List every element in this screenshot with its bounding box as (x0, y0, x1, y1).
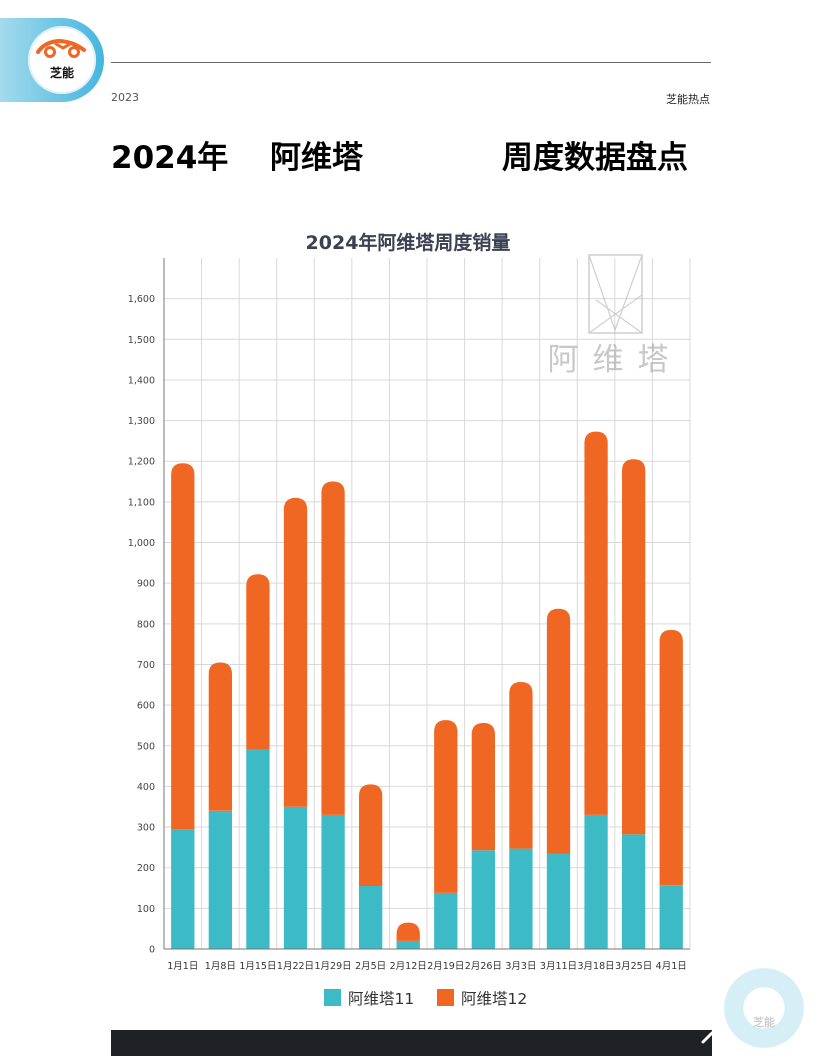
x-tick-label: 3月18日 (578, 961, 615, 972)
bar-series2-7 (396, 922, 420, 941)
bar-series1-4 (283, 806, 308, 949)
bar-series1-1 (171, 829, 195, 949)
bar-series2-5 (321, 481, 345, 815)
x-tick-label: 1月8日 (205, 961, 236, 972)
bar-series1-11 (546, 853, 571, 949)
bar-series2-12 (584, 431, 608, 815)
corner-arrow-icon (701, 1031, 723, 1044)
bar-series2-9 (471, 723, 496, 851)
y-tick-label: 1,300 (128, 416, 155, 427)
y-tick-label: 900 (137, 579, 155, 590)
bar-series2-14 (659, 629, 683, 886)
chart-bars (171, 431, 683, 949)
watermark-lines (588, 254, 643, 334)
bar-series1-2 (208, 810, 233, 949)
bar-series1-8 (434, 892, 458, 949)
corner-brand-watermark: 芝能 (724, 968, 804, 1048)
legend-label-1: 阿维塔11 (348, 990, 414, 1008)
y-tick-label: 800 (137, 619, 155, 630)
watermark-frame (588, 254, 643, 334)
bar-series1-12 (584, 814, 608, 949)
bar-series2-13 (621, 459, 646, 835)
y-tick-label: 1,200 (128, 457, 155, 468)
legend-label-2: 阿维塔12 (461, 990, 527, 1008)
legend: 阿维塔11 阿维塔12 (324, 989, 527, 1008)
legend-swatch-1 (324, 989, 341, 1006)
bar-series2-2 (208, 662, 233, 811)
legend-swatch-2 (437, 989, 454, 1006)
bar-series1-6 (358, 885, 383, 949)
header-source: 芝能热点 (666, 93, 710, 106)
y-tick-label: 1,100 (128, 497, 155, 508)
x-tick-label: 2月12日 (390, 961, 427, 972)
y-tick-label: 400 (137, 782, 155, 793)
y-tick-label: 0 (149, 945, 155, 956)
x-tick-label: 3月3日 (505, 961, 536, 972)
y-tick-label: 100 (137, 904, 155, 915)
page-title-brand: 阿维塔 (270, 140, 363, 176)
bar-series2-6 (358, 784, 383, 886)
page-title-topic: 周度数据盘点 (502, 140, 688, 176)
bar-series2-8 (434, 720, 458, 893)
bar-series1-3 (246, 749, 270, 949)
bar-series1-13 (621, 834, 646, 949)
bar-series2-11 (546, 608, 571, 854)
header-divider (111, 62, 711, 63)
page-title-year: 2024年 (111, 140, 229, 176)
y-tick-label: 200 (137, 863, 155, 874)
bar-series1-9 (471, 850, 496, 949)
footer-bar (111, 1030, 712, 1056)
watermark: 阿维塔 (548, 254, 683, 378)
header-year: 2023 (111, 91, 139, 104)
bar-series2-3 (246, 574, 270, 750)
brand-logo: 芝能 (28, 26, 96, 94)
bar-series1-14 (659, 885, 683, 949)
x-tick-label: 2月5日 (355, 961, 386, 972)
chart-title: 2024年阿维塔周度销量 (306, 231, 511, 254)
y-tick-label: 1,000 (128, 538, 155, 549)
x-tick-label: 1月29日 (315, 961, 352, 972)
bar-series1-7 (396, 940, 420, 949)
y-tick-label: 500 (137, 741, 155, 752)
x-tick-label: 1月22日 (277, 961, 314, 972)
bar-series2-10 (509, 681, 533, 849)
bar-series2-1 (171, 463, 195, 830)
brand-logo-text: 芝能 (49, 66, 74, 80)
car-icon (36, 38, 86, 58)
watermark-text: 阿维塔 (548, 342, 683, 378)
y-tick-label: 300 (137, 823, 155, 834)
x-tick-label: 2月26日 (465, 961, 502, 972)
x-tick-label: 1月15日 (239, 961, 276, 972)
y-tick-label: 1,400 (128, 375, 155, 386)
y-tick-label: 600 (137, 701, 155, 712)
y-tick-label: 700 (137, 660, 155, 671)
x-tick-label: 2月19日 (427, 961, 464, 972)
corner-brand-text: 芝能 (753, 1016, 775, 1029)
bar-series1-10 (509, 848, 533, 949)
bar-series1-5 (321, 814, 345, 949)
x-tick-label: 3月25日 (615, 961, 652, 972)
y-tick-label: 1,500 (128, 335, 155, 346)
y-tick-label: 1,600 (128, 294, 155, 305)
bar-series2-4 (283, 497, 308, 807)
x-tick-label: 3月11日 (540, 961, 577, 972)
x-tick-label: 1月1日 (167, 961, 198, 972)
x-tick-label: 4月1日 (656, 961, 687, 972)
